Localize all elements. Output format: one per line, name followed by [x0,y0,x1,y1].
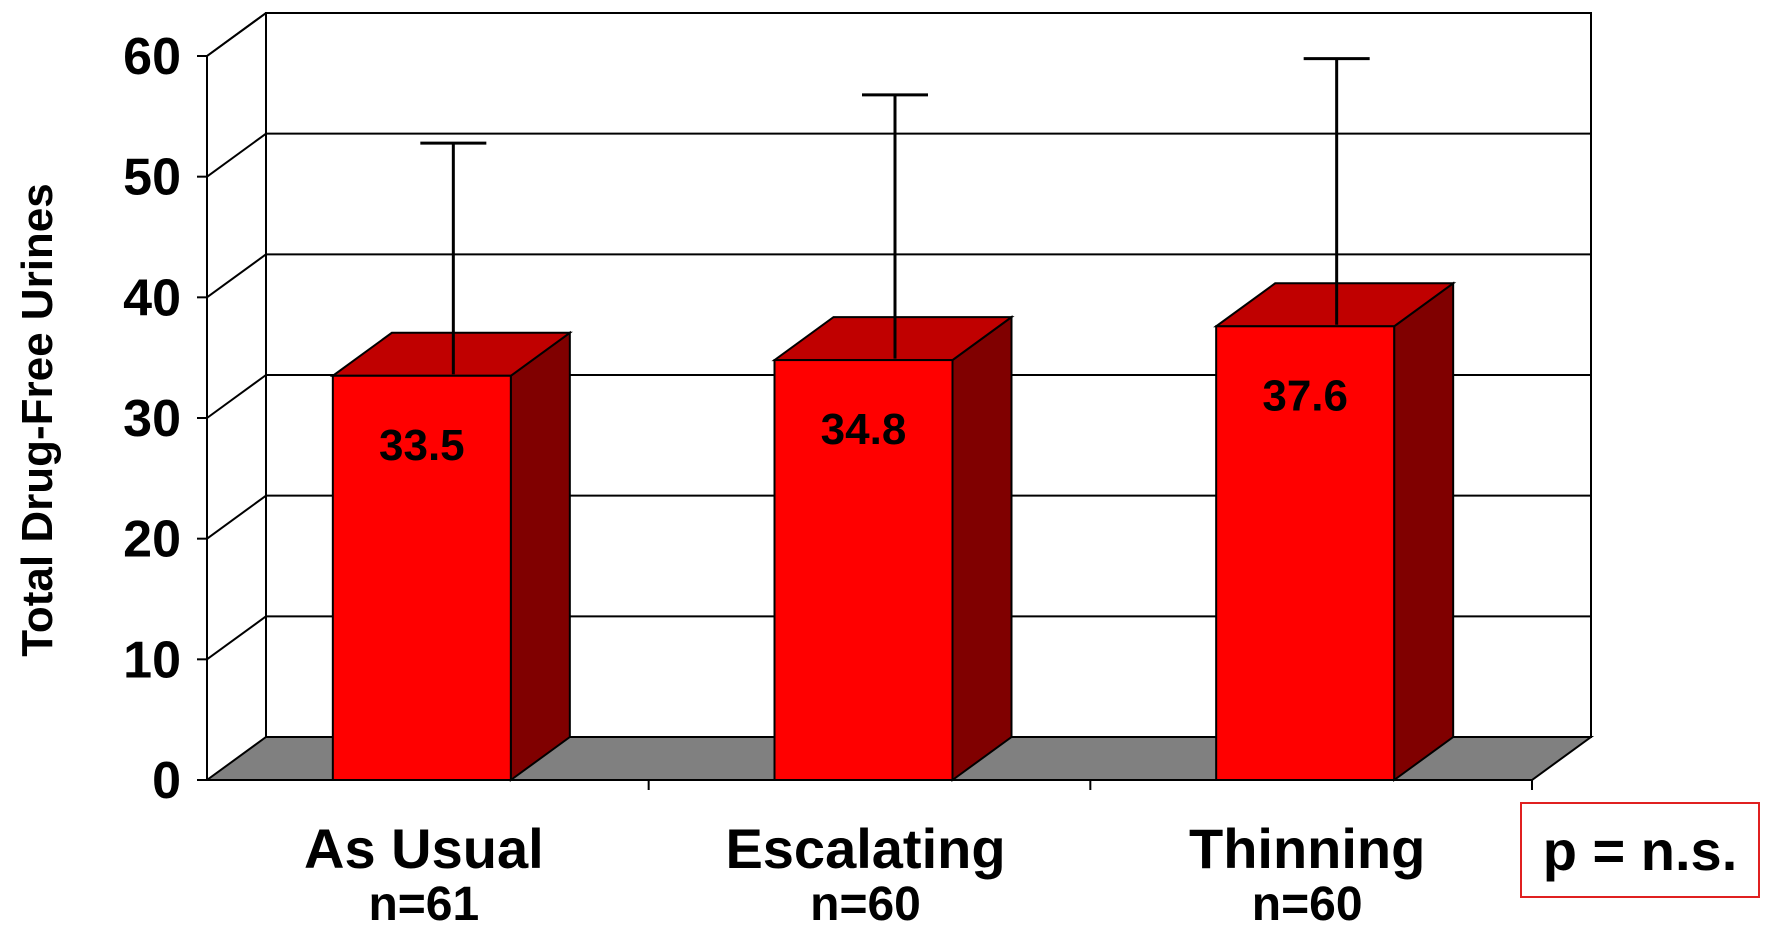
side-gridline [206,374,267,419]
data-label: 34.8 [821,405,907,454]
side-gridline [206,12,267,57]
y-tick-label: 50 [123,149,181,207]
labels: 33.5As Usualn=6134.8Escalatingn=6037.6Th… [304,371,1425,929]
y-axis-title: Total Drug-Free Urines [13,183,62,656]
p-value-annotation: p = n.s. [1520,802,1760,898]
y-tick-label: 10 [123,631,181,689]
bar [1215,325,1396,781]
category-label: Thinning [1189,817,1425,880]
sample-size-label: n=60 [1252,878,1363,929]
side-gridline [206,615,267,661]
data-label: 37.6 [1262,371,1348,420]
bar-side [951,315,1013,782]
bars [329,281,1457,782]
bar [773,359,954,781]
side-gridline [206,132,267,178]
category-label: As Usual [304,817,544,880]
error-bars [420,57,1370,375]
y-tick-label: 20 [123,511,181,569]
side-gridline [206,253,267,299]
bar-side [509,330,571,782]
bar [331,374,512,781]
y-tick-label: 60 [123,28,181,86]
y-tick-label: 0 [152,752,181,810]
sample-size-label: n=60 [810,878,921,929]
side-gridline [206,494,267,540]
data-label: 33.5 [379,421,465,470]
category-label: Escalating [725,817,1005,880]
y-tick-label: 30 [123,390,181,448]
sample-size-label: n=61 [368,878,479,929]
bar-side [1393,281,1455,782]
y-tick-label: 40 [123,269,181,327]
